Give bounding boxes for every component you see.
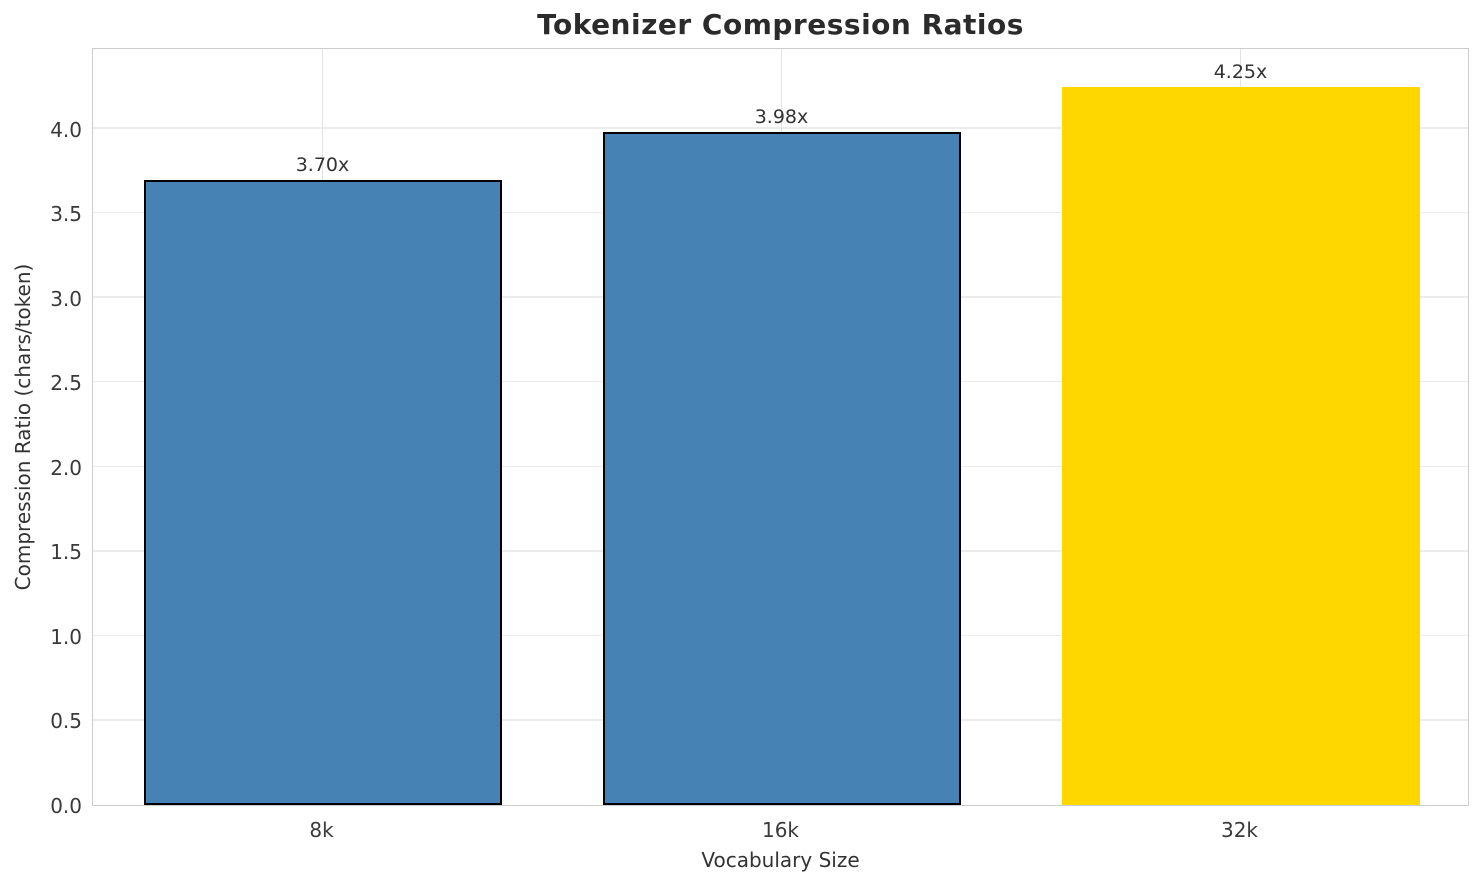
y-tick-label: 3.5 [50, 202, 82, 227]
bar-32k [1061, 86, 1420, 805]
x-tick-label-8k: 8k [309, 818, 334, 842]
bar-value-label: 4.25x [1213, 60, 1268, 83]
bar-16k [602, 132, 961, 805]
y-tick-label: 1.0 [50, 624, 82, 649]
y-tick-label: 4.0 [50, 117, 82, 142]
x-tick-label-32k: 32k [1220, 818, 1259, 842]
x-tick-label-16k: 16k [761, 818, 800, 842]
y-gridline [93, 127, 1468, 129]
y-tick-label: 2.5 [50, 371, 82, 396]
x-axis-label: Vocabulary Size [701, 848, 860, 872]
bar-value-label: 3.70x [295, 153, 350, 176]
y-tick-label: 2.0 [50, 455, 82, 480]
y-tick-label: 0.0 [50, 794, 82, 818]
bar-value-label: 3.98x [754, 106, 809, 129]
bar-8k [143, 179, 502, 805]
y-tick-label: 0.5 [50, 709, 82, 734]
plot-area: 3.70x 3.98x 4.25x [92, 48, 1469, 806]
y-tick-label: 3.0 [50, 286, 82, 311]
chart-title: Tokenizer Compression Ratios [537, 8, 1024, 41]
y-tick-label: 1.5 [50, 540, 82, 565]
